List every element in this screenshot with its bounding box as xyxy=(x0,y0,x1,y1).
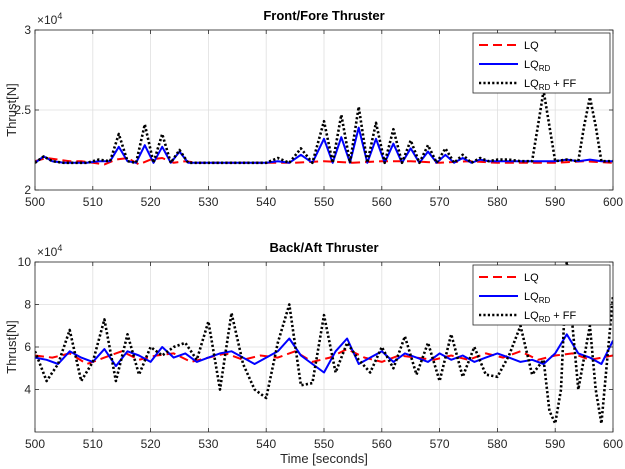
legend-label-3: LQRD + FF xyxy=(524,78,577,92)
legend-label-suffix: + FF xyxy=(550,310,576,322)
chart-panel-1: 500 510 520 530 540 550 560 570 580 590 600 2 2.5 3 ×1… xyxy=(4,8,623,209)
series-group xyxy=(35,262,613,425)
x-tick-label: 600 xyxy=(603,437,623,451)
y-exponent-label: ×104 xyxy=(37,243,62,259)
x-tick-label: 510 xyxy=(83,195,103,209)
x-tick-label: 530 xyxy=(198,437,218,451)
chart-title: Back/Aft Thruster xyxy=(269,240,378,255)
x-tick-label: 600 xyxy=(603,195,623,209)
legend-label-2: LQRD xyxy=(524,291,550,305)
legend-label-base: LQ xyxy=(524,59,539,71)
x-tick-label: 530 xyxy=(198,195,218,209)
x-tick-label: 590 xyxy=(545,437,565,451)
y-tick-label: 8 xyxy=(24,298,31,312)
chart-panel-2: 500 510 520 530 540 550 560 570 580 590 600 4 6 8 10 ×1… xyxy=(4,240,623,466)
x-tick-label: 570 xyxy=(430,437,450,451)
legend-label-suffix: + FF xyxy=(550,78,576,90)
series-line-2 xyxy=(35,333,613,374)
x-tick-label: 520 xyxy=(141,195,161,209)
x-tick-label: 580 xyxy=(487,195,507,209)
y-tick-label: 2 xyxy=(24,183,31,197)
x-tick-label: 560 xyxy=(372,437,392,451)
x-tick-label: 540 xyxy=(256,437,276,451)
x-tick-label: 520 xyxy=(141,437,161,451)
x-tick-label: 550 xyxy=(314,437,334,451)
legend-label-2: LQRD xyxy=(524,59,550,73)
legend-label-base: LQ xyxy=(524,78,539,90)
x-tick-label: 580 xyxy=(487,437,507,451)
legend-label-base: LQ xyxy=(524,291,539,303)
y-tick-label: 4 xyxy=(24,383,31,397)
y-tick-label: 6 xyxy=(24,340,31,354)
legend-label-3: LQRD + FF xyxy=(524,310,577,324)
y-exponent-power: 4 xyxy=(57,243,62,253)
y-axis-label: Thrust[N] xyxy=(4,320,19,373)
legend-label-1: LQ xyxy=(524,40,539,52)
series-line-3 xyxy=(35,89,613,165)
series-line-1 xyxy=(35,348,613,365)
x-tick-label: 570 xyxy=(430,195,450,209)
legend-label-sub: RD xyxy=(539,83,551,92)
legend-label-base: LQ xyxy=(524,40,539,52)
legend-label-1: LQ xyxy=(524,272,539,284)
legend-label-sub: RD xyxy=(539,64,551,73)
legend-label-sub: RD xyxy=(539,296,551,305)
x-tick-label: 540 xyxy=(256,195,276,209)
y-tick-label: 3 xyxy=(24,23,31,37)
x-axis-label: Time [seconds] xyxy=(280,451,368,466)
x-tick-label: 510 xyxy=(83,437,103,451)
y-tick-label: 2.5 xyxy=(14,103,31,117)
y-exponent-power: 4 xyxy=(57,11,62,21)
y-axis-label: Thrust[N] xyxy=(4,83,19,136)
legend-label-sub: RD xyxy=(539,315,551,324)
x-tick-label: 500 xyxy=(25,437,45,451)
legend-label-base: LQ xyxy=(524,310,539,322)
series-group xyxy=(35,89,613,166)
x-tick-label: 500 xyxy=(25,195,45,209)
legend-label-base: LQ xyxy=(524,272,539,284)
y-tick-label: 10 xyxy=(18,255,32,269)
y-exponent-label: ×104 xyxy=(37,11,62,27)
x-tick-label: 560 xyxy=(372,195,392,209)
chart-title: Front/Fore Thruster xyxy=(263,8,384,23)
x-tick-label: 550 xyxy=(314,195,334,209)
x-tick-label: 590 xyxy=(545,195,565,209)
